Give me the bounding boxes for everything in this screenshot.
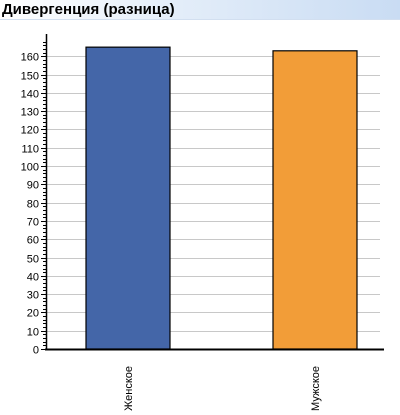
y-tick-label: 10 <box>27 327 39 339</box>
y-tick-label: 20 <box>27 308 39 320</box>
y-tick-label: 120 <box>21 125 39 137</box>
y-tick-label: 110 <box>21 144 39 156</box>
y-tick-label: 130 <box>21 107 39 119</box>
y-tick-label: 140 <box>21 89 39 101</box>
y-tick-label: 70 <box>27 217 39 229</box>
y-tick-label: 0 <box>33 345 39 357</box>
y-tick-label: 160 <box>21 52 39 64</box>
axes <box>41 34 384 351</box>
y-tick-label: 90 <box>27 180 39 192</box>
bars <box>85 46 358 350</box>
x-category-label: Мужское <box>310 366 322 411</box>
chart-title: Дивергенция (разница) <box>2 1 175 18</box>
y-tick-label: 150 <box>21 71 39 83</box>
y-tick-label: 50 <box>27 254 39 266</box>
bar-1 <box>85 46 171 350</box>
y-tick-label: 60 <box>27 235 39 247</box>
y-tick-label: 80 <box>27 199 39 211</box>
y-tick-label: 30 <box>27 290 39 302</box>
x-category-label: Женское <box>123 366 135 411</box>
chart-title-bar: Дивергенция (разница) <box>0 0 400 20</box>
labels: 0 10 20 30 40 50 60 70 80 90 100 110 120 130 140 150 160… <box>21 52 322 411</box>
y-tick-label: 40 <box>27 272 39 284</box>
bar-2 <box>272 50 358 350</box>
y-tick-label: 100 <box>21 162 39 174</box>
